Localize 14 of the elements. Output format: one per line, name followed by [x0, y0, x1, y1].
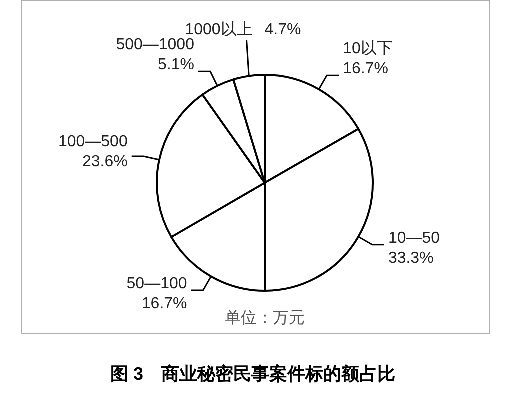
text: 单位：万元 — [225, 309, 305, 327]
slice-label: 100—500 — [58, 134, 128, 151]
slice-label: 1000以上 — [185, 20, 253, 38]
data-label: 16.7% — [142, 296, 188, 313]
slice-label: 500—1000 — [116, 36, 195, 54]
data-label: 5.1% — [158, 56, 194, 74]
data-label: 23.6% — [82, 154, 128, 171]
slice-label: 10以下 — [343, 40, 393, 58]
slice-label: 10—50 — [388, 230, 440, 247]
data-label: 33.3% — [388, 250, 434, 267]
data-label: 4.7% — [264, 21, 302, 38]
data-label: 16.7% — [343, 60, 388, 78]
text: 图 3 商业秘密民事案件标的额占比 — [110, 364, 396, 384]
slice-label: 50—100 — [126, 276, 188, 293]
